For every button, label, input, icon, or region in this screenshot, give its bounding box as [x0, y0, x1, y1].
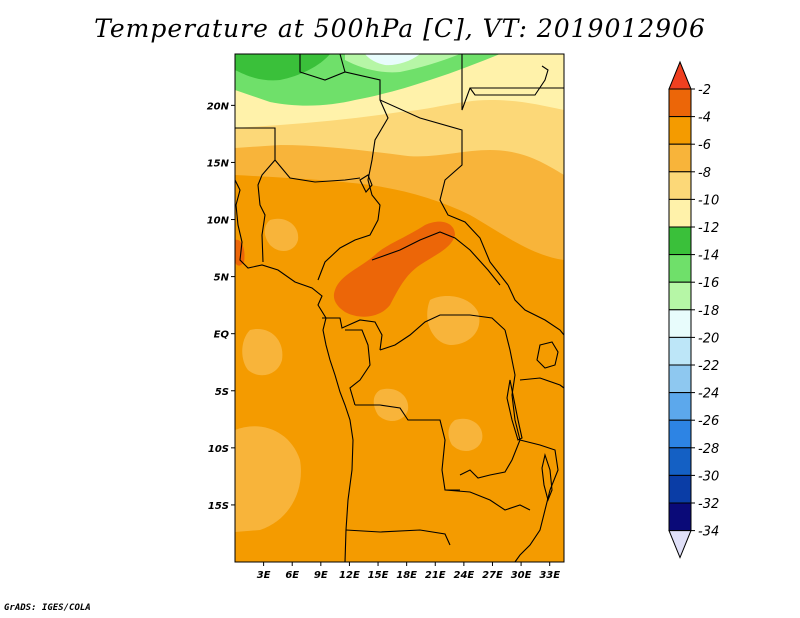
colorbar-swatch: [668, 198, 692, 228]
border-chad-sudan: [379, 99, 509, 286]
colorbar-swatch: [668, 336, 692, 366]
border-east-africa: [507, 284, 564, 336]
border-east-africa-2: [519, 377, 564, 389]
country-borders: [235, 54, 564, 562]
y-tick-label: 10N: [207, 216, 230, 227]
colorbar-swatch: [668, 392, 692, 421]
border-drc-north: [379, 314, 506, 351]
temperature-field-band-green-core: [235, 54, 330, 81]
map-title: Temperature at 500hPa [C], VT: 201901290…: [94, 14, 706, 43]
colorbar-swatch: [668, 143, 692, 173]
border-west-africa-inner: [274, 159, 361, 183]
temperature-field-patch: [242, 329, 283, 376]
temperature-field-patch: [427, 296, 480, 345]
border-west-africa: [235, 127, 276, 263]
colorbar-label: -34: [698, 525, 719, 540]
colorbar-swatch: [668, 502, 692, 532]
temperature-field-band-cold-spot: [365, 54, 420, 66]
border-sudan-egypt: [461, 54, 564, 111]
x-tick-label: 18E: [396, 570, 417, 581]
y-tick-label: 10S: [208, 444, 229, 455]
colorbar-label: -8: [698, 166, 711, 181]
colorbar-label: -20: [698, 331, 719, 346]
colorbar-label: -32: [698, 497, 719, 512]
colorbar-swatch: [668, 447, 692, 476]
colorbar-swatch: [668, 116, 692, 145]
colorbar-label: -4: [698, 111, 711, 126]
colorbar: -2 -4 -6 -8 -10 -12 -14 -16 -18 -20 -22 -24 -26 -28 -3…: [668, 60, 719, 559]
temperature-field-patch: [235, 239, 245, 266]
border-zambia: [444, 489, 531, 511]
y-tick-label: 5N: [214, 273, 230, 284]
x-tick-label: 27E: [482, 570, 503, 581]
colorbar-swatch: [668, 281, 692, 311]
colorbar-label: -26: [698, 414, 719, 429]
temperature-field-patch: [448, 418, 483, 452]
border-lake-malawi: [541, 452, 553, 502]
border-drc-east: [459, 329, 521, 479]
x-tick-label: 24E: [453, 570, 474, 581]
x-tick-label: 3E: [257, 570, 271, 581]
colorbar-label: -12: [698, 221, 719, 236]
x-tick-label: 6E: [285, 570, 299, 581]
colorbar-swatch: [668, 364, 692, 394]
colorbar-arrow-bottom: [668, 530, 692, 559]
y-tick-label: 15S: [208, 501, 229, 512]
x-tick-label: 30E: [511, 570, 532, 581]
border-drc-west: [345, 329, 371, 406]
map-frame: [234, 53, 565, 563]
x-tick-label: 9E: [314, 570, 328, 581]
border-libya-niger-chad: [299, 54, 389, 281]
colorbar-label: -14: [698, 249, 719, 264]
border-angola: [355, 404, 460, 491]
border-lake-chad: [359, 174, 373, 193]
border-car: [371, 231, 501, 286]
colorbar-swatch: [668, 226, 692, 256]
colorbar-label: -10: [698, 193, 719, 208]
temperature-field-patch: [235, 426, 301, 532]
y-tick-label: 15N: [207, 158, 230, 169]
x-tick-label: 21E: [425, 570, 446, 581]
map-panel: [235, 54, 564, 562]
temperature-field-warm-core: [333, 221, 455, 317]
grads-credit: GrADS: IGES/COLA: [4, 603, 91, 613]
border-cameroon-congo: [322, 317, 383, 351]
colorbar-swatch: [668, 88, 692, 118]
colorbar-label: -28: [698, 442, 719, 457]
colorbar-label: -22: [698, 359, 719, 374]
border-lake-victoria: [536, 341, 559, 369]
colorbar-swatch: [668, 254, 692, 283]
colorbar-swatch: [668, 474, 692, 504]
colorbar-label: -6: [698, 138, 711, 153]
y-tick-label: EQ: [214, 330, 230, 341]
temperature-field-patch: [264, 218, 299, 252]
border-sudan-interior: [469, 65, 549, 96]
colorbar-swatch: [668, 309, 692, 338]
temperature-field-patch: [373, 388, 409, 422]
colorbar-arrow-top: [668, 60, 692, 90]
colorbar-label: -18: [698, 304, 719, 319]
colorbar-swatch: [668, 171, 692, 200]
y-tick-label: 20N: [207, 101, 230, 112]
y-axis: 20N 15N 10N 5N EQ 5S 10S 15S: [207, 101, 235, 512]
y-tick-label: 5S: [215, 387, 229, 398]
colorbar-label: -2: [698, 83, 711, 98]
coastline-west: [235, 179, 354, 562]
border-angola-south: [345, 529, 451, 546]
x-tick-label: 12E: [339, 570, 360, 581]
colorbar-label: -16: [698, 276, 719, 291]
x-axis: 3E 6E 9E 12E 15E 18E 21E 24E 27E 30E 33E: [257, 562, 560, 581]
border-lake-tanganyika: [506, 379, 523, 441]
colorbar-label: -24: [698, 387, 719, 402]
x-tick-label: 33E: [539, 570, 560, 581]
colorbar-swatch: [668, 419, 692, 449]
x-tick-label: 15E: [368, 570, 389, 581]
colorbar-label: -30: [698, 469, 719, 484]
border-sahara-north: [339, 54, 346, 73]
